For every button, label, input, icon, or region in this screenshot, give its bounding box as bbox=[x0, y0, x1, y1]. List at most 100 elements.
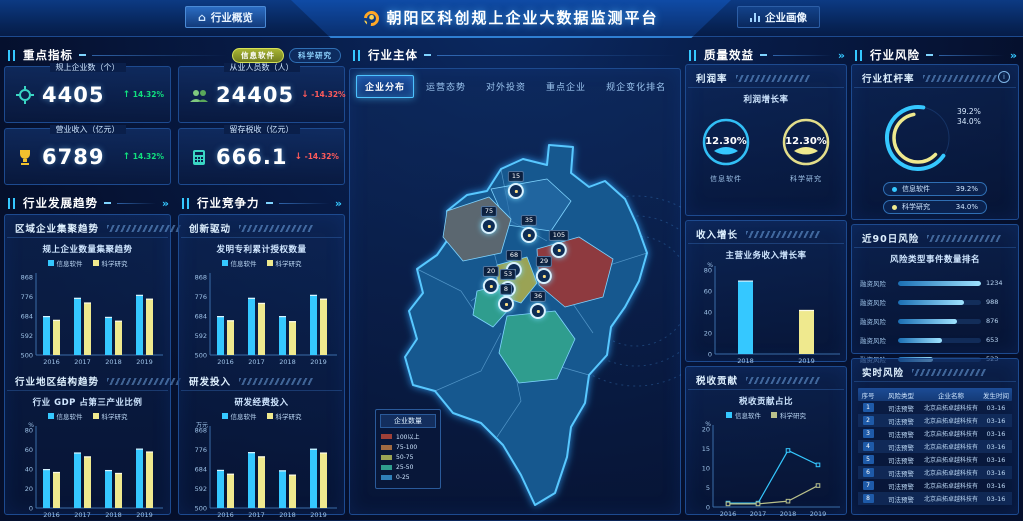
industry-trend-panel: 区域企业集聚趋势 规上企业数量集聚趋势 信息软件 科学研究 868 776 684 59… bbox=[4, 214, 182, 519]
section-title: 行业地区结构趋势 bbox=[15, 377, 100, 388]
risk-bar-label: 融资风险 bbox=[860, 318, 886, 326]
kpi-value: 4405 bbox=[42, 83, 105, 107]
quality-panel-header: 质量效益 » bbox=[689, 46, 845, 64]
tab-5[interactable]: 规企变化排名 bbox=[606, 83, 667, 93]
table-row[interactable]: 3 司法预警 北京启拓卓越科技有限公司 03-16 bbox=[858, 427, 1012, 440]
expand-arrow-icon[interactable]: » bbox=[161, 196, 169, 210]
table-row[interactable]: 8 司法预警 北京启拓卓越科技有限公司 03-16 bbox=[858, 492, 1012, 505]
svg-text:2019: 2019 bbox=[136, 358, 153, 366]
legend-swatch bbox=[381, 434, 392, 439]
legend-swatch bbox=[92, 260, 99, 266]
people-icon bbox=[189, 85, 209, 105]
svg-text:2018: 2018 bbox=[105, 511, 122, 519]
table-row[interactable]: 2 司法预警 北京启拓卓越科技有限公司 03-16 bbox=[858, 414, 1012, 427]
section-title: 区域企业集聚趋势 bbox=[15, 224, 100, 235]
tab-4[interactable]: 重点企业 bbox=[546, 83, 587, 93]
section-title: 研发投入 bbox=[189, 377, 232, 388]
map-marker[interactable]: 29 bbox=[535, 256, 553, 284]
panel-title: 行业风险 bbox=[870, 48, 920, 62]
legend-swatch bbox=[381, 445, 392, 450]
svg-text:2016: 2016 bbox=[720, 510, 737, 518]
svg-text:2017: 2017 bbox=[248, 358, 265, 366]
expand-arrow-icon[interactable]: » bbox=[1009, 48, 1017, 62]
map-marker[interactable]: 75 bbox=[480, 206, 498, 234]
kpi-card: 从业人员数（人） 24405 ↓ -14.32% bbox=[178, 63, 346, 123]
table-row[interactable]: 7 司法预警 北京启拓卓越科技有限公司 03-16 bbox=[858, 479, 1012, 492]
table-row[interactable]: 6 司法预警 北京启拓卓越科技有限公司 03-16 bbox=[858, 466, 1012, 479]
marker-value: 8 bbox=[499, 284, 513, 295]
svg-text:868: 868 bbox=[20, 274, 32, 282]
svg-text:2017: 2017 bbox=[750, 510, 767, 518]
panel-bars-icon bbox=[182, 197, 191, 209]
table-header: 序号 风险类型 企业名称 发生时间 bbox=[858, 388, 1012, 401]
legend-swatch bbox=[266, 260, 273, 266]
risk-bar-label: 融资风险 bbox=[860, 337, 886, 345]
svg-text:80: 80 bbox=[24, 427, 32, 435]
row-risk-type: 司法预警 bbox=[888, 495, 914, 504]
section-rd-investment: 研发投入 研发经费投入 信息软件 科学研究 868 776 684 592 500 万元 20… bbox=[179, 368, 344, 521]
svg-text:40: 40 bbox=[704, 309, 712, 317]
kpi-value: 24405 bbox=[216, 83, 295, 107]
table-row[interactable]: 4 司法预警 北京启拓卓越科技有限公司 03-16 bbox=[858, 440, 1012, 453]
panel-bars-icon bbox=[8, 197, 17, 209]
marker-value: 53 bbox=[499, 269, 517, 280]
legend-swatch bbox=[381, 455, 392, 460]
down-arrow-icon: ↓ bbox=[294, 152, 302, 162]
kpi-filter-tag[interactable]: 科学研究 bbox=[289, 47, 341, 63]
svg-text:12.30%: 12.30% bbox=[705, 136, 747, 147]
map-marker[interactable]: 36 bbox=[529, 291, 547, 319]
legend-label: 信息软件 bbox=[56, 413, 83, 421]
panel-bars-icon bbox=[8, 49, 17, 61]
section-title: 利润率 bbox=[696, 74, 728, 85]
kpi-filter-tag[interactable]: 信息软件 bbox=[232, 47, 284, 63]
row-time: 03-16 bbox=[986, 455, 1006, 464]
nav-industry-overview[interactable]: ⌂ 行业概览 bbox=[185, 6, 266, 28]
tab-3[interactable]: 对外投资 bbox=[486, 83, 527, 93]
legend-swatch bbox=[726, 412, 732, 418]
svg-text:40: 40 bbox=[24, 466, 32, 474]
expand-arrow-icon[interactable]: » bbox=[837, 48, 845, 62]
svg-text:2018: 2018 bbox=[279, 358, 296, 366]
table-row[interactable]: 1 司法预警 北京启拓卓越科技有限公司 03-16 bbox=[858, 401, 1012, 414]
bar-chart: 868 776 684 592 500 2016 2017 2018 2019 bbox=[5, 268, 170, 368]
svg-text:0: 0 bbox=[706, 504, 710, 512]
row-time: 03-16 bbox=[986, 403, 1006, 412]
expand-arrow-icon[interactable]: » bbox=[334, 196, 342, 210]
row-id: 4 bbox=[858, 442, 878, 451]
section-title: 创新驱动 bbox=[189, 224, 232, 235]
pin-icon bbox=[498, 296, 514, 312]
map-marker[interactable]: 8 bbox=[498, 284, 514, 312]
map-marker[interactable]: 20 bbox=[482, 266, 500, 294]
tab-1[interactable]: 企业分布 bbox=[356, 75, 415, 98]
chart-title: 利润增长率 bbox=[743, 95, 789, 105]
nav-enterprise-profile[interactable]: 企业画像 bbox=[737, 6, 820, 28]
table-row[interactable]: 5 司法预警 北京启拓卓越科技有限公司 03-16 bbox=[858, 453, 1012, 466]
leverage-legend-item: 科学研究 34.0% bbox=[883, 200, 987, 214]
section-title: 收入增长 bbox=[696, 230, 739, 241]
svg-text:592: 592 bbox=[194, 332, 206, 340]
competitiveness-header: 行业竞争力 » bbox=[182, 194, 342, 212]
marker-value: 29 bbox=[535, 256, 553, 267]
legend-swatch bbox=[92, 413, 99, 419]
industry-trend-header: 行业发展趋势 » bbox=[8, 194, 169, 212]
info-icon[interactable]: i bbox=[998, 71, 1010, 83]
legend-swatch bbox=[266, 413, 273, 419]
svg-text:80: 80 bbox=[704, 267, 712, 275]
kpi-card-label: 从业人员数（人） bbox=[179, 62, 344, 73]
panel-title: 行业发展趋势 bbox=[23, 196, 98, 210]
map-marker[interactable]: 105 bbox=[548, 230, 570, 258]
row-company: 北京启拓卓越科技有限公司 bbox=[924, 457, 978, 464]
tab-2[interactable]: 运营态势 bbox=[426, 83, 467, 93]
map-marker[interactable]: 35 bbox=[520, 215, 538, 243]
chart-legend: 信息软件 科学研究 bbox=[686, 410, 846, 420]
legend-swatch bbox=[47, 260, 54, 266]
row-risk-type: 司法预警 bbox=[888, 404, 914, 413]
chart-legend: 信息软件 科学研究 bbox=[179, 258, 344, 268]
map-marker[interactable]: 15 bbox=[507, 171, 525, 199]
map-legend-item: 25-50 bbox=[381, 464, 435, 471]
svg-text:500: 500 bbox=[194, 352, 206, 360]
svg-text:20: 20 bbox=[704, 330, 712, 338]
risk-bar-value: 1234 bbox=[986, 279, 1003, 287]
chart-title: 发明专利累计授权数量 bbox=[216, 245, 307, 255]
